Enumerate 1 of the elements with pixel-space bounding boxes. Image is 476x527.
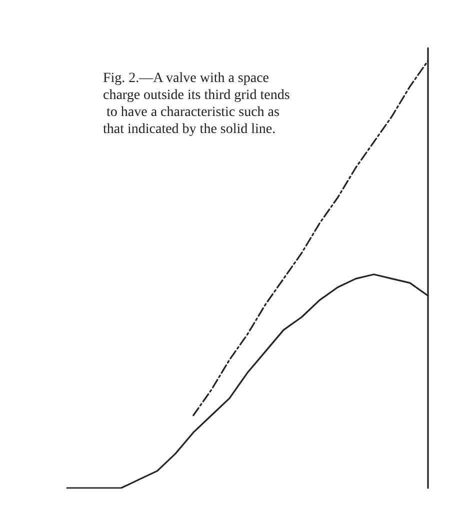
annotation: Fig. 2.—A valve with a space charge outside its third grid tends to have a characteristic such as that indicated by the solid line. <box>103 71 290 137</box>
